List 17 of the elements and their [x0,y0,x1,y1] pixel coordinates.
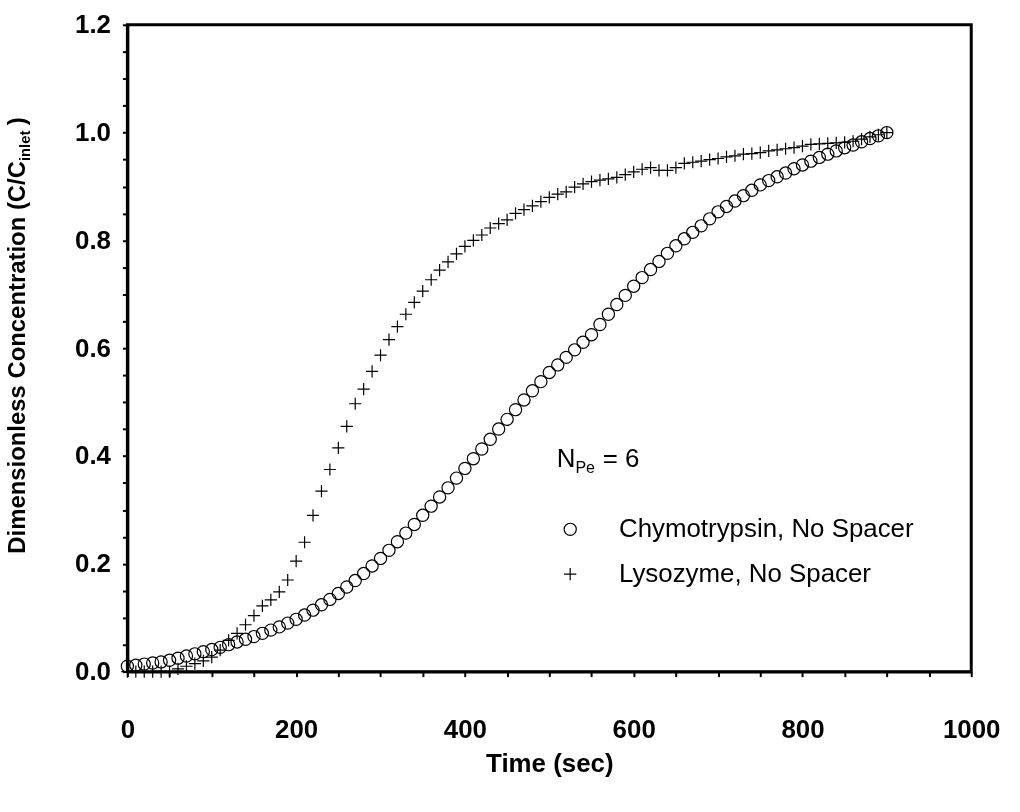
legend-label: Chymotrypsin, No Spacer [618,514,914,543]
y-tick-label: 1.2 [75,10,111,39]
x-tick-label: 0 [120,714,136,743]
y-tick-label: 0.8 [75,225,111,254]
y-tick-label: 0.4 [75,441,112,470]
x-tick-label: 200 [275,714,319,743]
y-tick-label: 1.0 [75,118,111,147]
x-tick-label: 1000 [942,714,1001,743]
x-axis-title: Time (sec) [486,748,614,777]
y-tick-label: 0.6 [75,333,111,362]
x-tick-label: 400 [443,714,487,743]
y-tick-label: 0.0 [75,657,111,686]
y-axis-title: Dimensionless Concentration (C/Cinlet) [2,117,34,554]
y-tick-label: 0.2 [75,549,111,578]
x-tick-label: 800 [781,714,825,743]
legend-label: Lysozyme, No Spacer [618,559,872,588]
x-tick-label: 600 [612,714,656,743]
